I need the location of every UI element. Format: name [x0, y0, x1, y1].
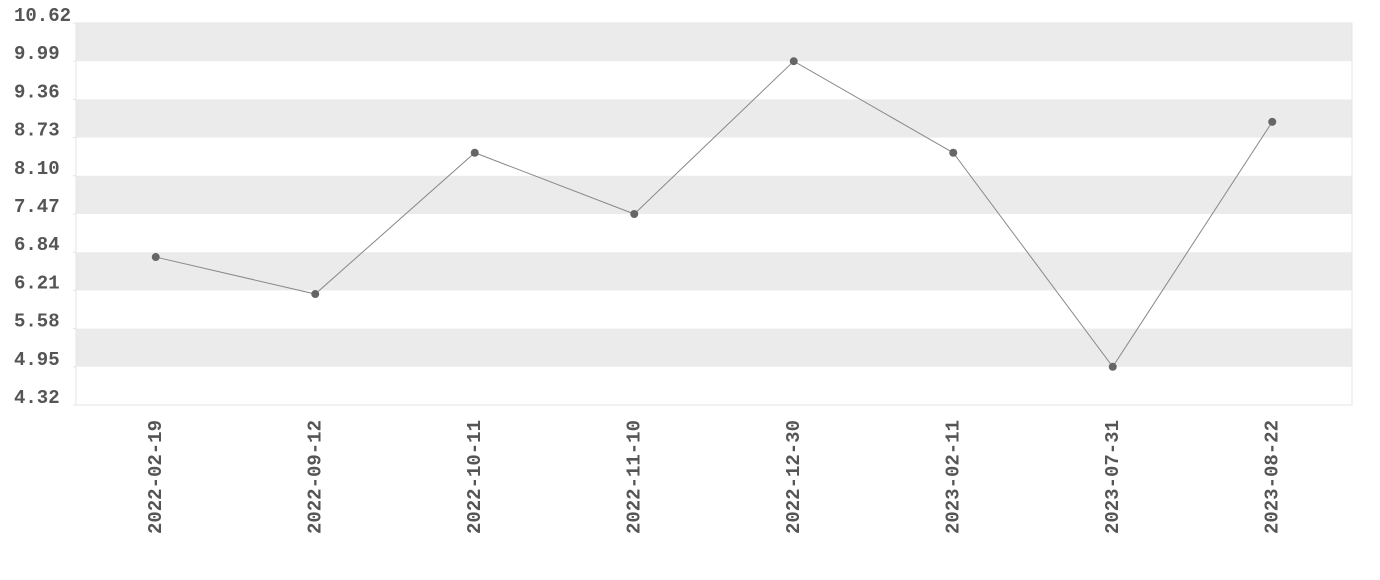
y-tick-label: 7.47	[14, 196, 60, 218]
point	[949, 148, 958, 157]
grid-band	[76, 252, 1352, 291]
point	[1108, 362, 1117, 371]
grid-band	[76, 328, 1352, 367]
y-tick-label: 4.95	[14, 349, 60, 371]
y-tick-label: 9.99	[14, 43, 60, 65]
point	[789, 57, 798, 66]
y-tick-label: 9.36	[14, 81, 60, 103]
point	[311, 290, 320, 299]
x-tick-label: 2023-02-11	[942, 420, 964, 534]
y-tick-label: 6.84	[14, 234, 60, 256]
y-tick-label: 6.21	[14, 272, 60, 294]
y-tick-label: 4.32	[14, 387, 60, 409]
x-tick-label: 2022-12-30	[783, 420, 805, 534]
y-tick-label: 5.58	[14, 311, 60, 333]
line	[155, 60, 1273, 368]
x-tick-label: 2022-11-10	[623, 420, 645, 534]
point	[470, 148, 479, 157]
y-tick-label: 10.62	[14, 5, 71, 27]
y-tick-label: 8.10	[14, 158, 60, 180]
grid-band	[76, 99, 1352, 138]
point	[1268, 117, 1277, 126]
y-tick-label: 8.73	[14, 120, 60, 142]
point	[630, 210, 639, 218]
x-tick-label: 2022-09-12	[304, 420, 326, 534]
grid-band	[76, 23, 1352, 62]
grid-band	[76, 175, 1352, 214]
x-tick-label: 2022-10-11	[464, 420, 486, 534]
x-tick-label: 2023-08-22	[1261, 420, 1283, 534]
x-tick-label: 2023-07-31	[1102, 420, 1124, 534]
x-tick-label: 2022-02-19	[145, 420, 167, 534]
point	[151, 253, 160, 262]
